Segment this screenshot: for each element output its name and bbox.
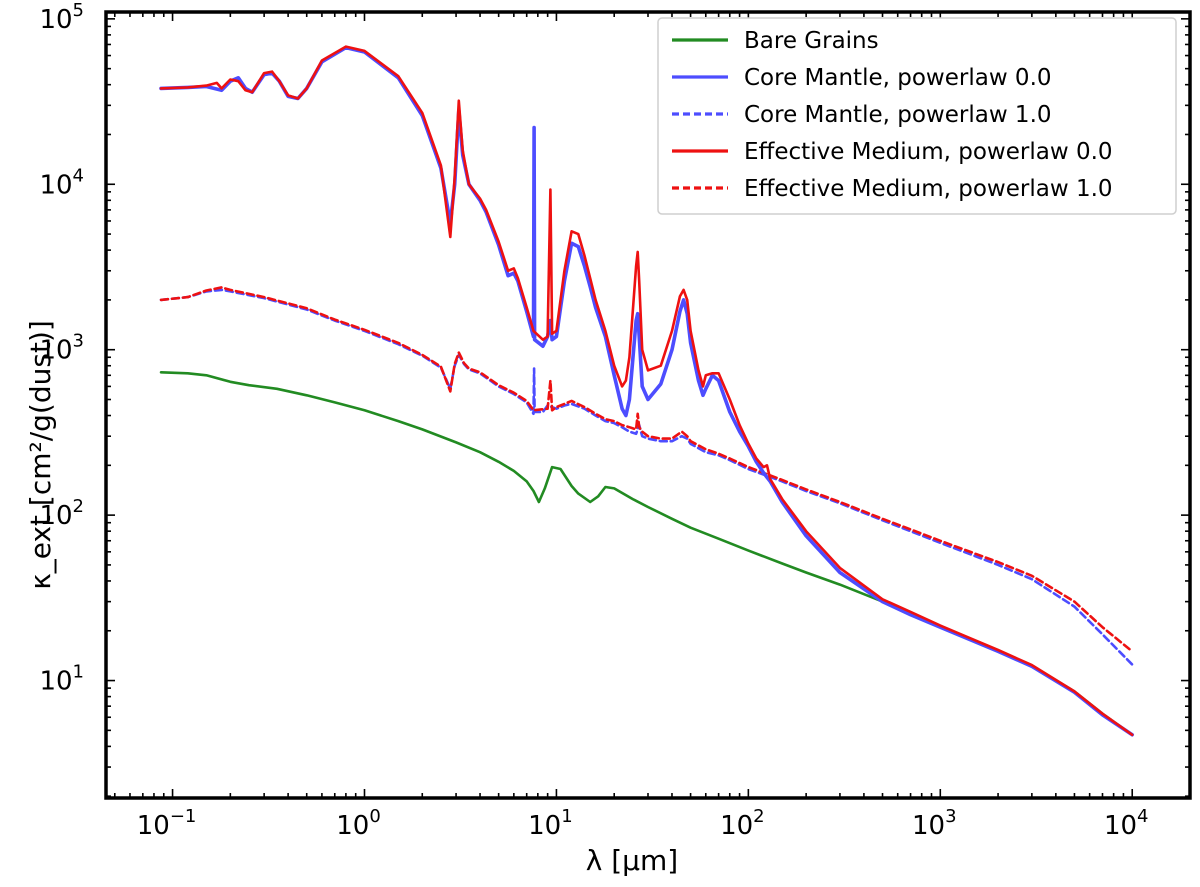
x-tick-label: 101 [528,806,573,841]
x-tick-label: 103 [912,806,957,841]
series-line-4 [159,45,1134,737]
x-tick-label: 102 [720,806,765,841]
x-axis-title: λ [µm] [586,844,678,877]
series-layer [159,45,1134,737]
y-axis-title: κ_ext [cm²/g(dust)] [24,320,57,590]
y-tick-label: 102 [39,496,84,531]
y-tick-label: 105 [39,0,84,35]
x-tick-label: 100 [336,806,381,841]
y-tick-label: 103 [39,331,84,366]
plot-frame [104,10,1192,800]
legend-label: Core Mantle, powerlaw 1.0 [744,102,1052,128]
legend-entries: Bare Grains Core Mantle, powerlaw 0.0 Core… [672,28,1113,202]
legend-label: Bare Grains [744,28,879,54]
y-tick-label: 101 [39,662,84,697]
legend-box [657,17,1177,215]
x-tick-label: 10−1 [137,806,197,841]
series-line-5 [159,286,1134,653]
legend: Bare Grains Core Mantle, powerlaw 0.0 Core… [657,17,1177,215]
x-tick-label: 104 [1104,806,1149,841]
legend-label: Effective Medium, powerlaw 1.0 [744,176,1113,202]
legend-label: Effective Medium, powerlaw 0.0 [744,139,1113,165]
legend-label: Core Mantle, powerlaw 0.0 [744,65,1052,91]
y-tick-label: 104 [39,165,84,200]
